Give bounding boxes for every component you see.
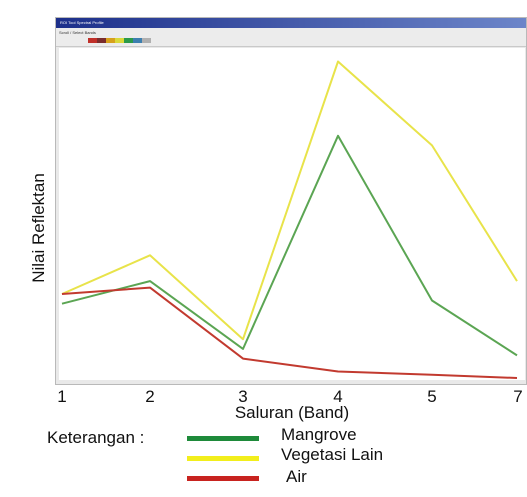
series-group — [61, 60, 518, 379]
legend-title: Keterangan : — [47, 428, 145, 447]
color-swatch[interactable] — [124, 38, 133, 43]
color-swatch[interactable] — [88, 38, 97, 43]
legend-swatch — [187, 436, 259, 441]
legend-swatch — [187, 456, 259, 461]
color-swatch-row — [88, 38, 151, 43]
color-swatch[interactable] — [115, 38, 124, 43]
series-line-mangrove — [61, 134, 518, 357]
window-titlebar: ROI Tool Spectral Profile — [56, 18, 526, 28]
profile-window: ROI Tool Spectral Profile Scroll / Selec… — [55, 17, 527, 385]
legend-label: Air — [286, 467, 307, 486]
series-line-vegetasi-lain — [61, 60, 518, 341]
legend-label: Mangrove — [281, 425, 357, 444]
color-swatch[interactable] — [106, 38, 115, 43]
color-swatch[interactable] — [133, 38, 142, 43]
color-swatch[interactable] — [97, 38, 106, 43]
x-tick-label: 5 — [427, 387, 436, 406]
x-tick-group: 1 2 3 4 5 7 — [57, 387, 522, 406]
x-tick-label: 2 — [145, 387, 154, 406]
x-tick-label: 3 — [238, 387, 247, 406]
x-tick-label: 1 — [57, 387, 66, 406]
window-toolbar: Scroll / Select Bands — [56, 28, 526, 47]
color-swatch[interactable] — [142, 38, 151, 43]
y-axis-label: Nilai Reflektan — [29, 173, 48, 283]
x-tick-label: 7 — [513, 387, 522, 406]
legend-label: Vegetasi Lain — [281, 445, 384, 464]
series-line-air — [61, 286, 518, 379]
legend-swatch — [187, 476, 259, 481]
toolbar-label: Scroll / Select Bands — [59, 30, 96, 35]
plot-background — [59, 48, 525, 380]
x-axis-label: Saluran (Band) — [235, 403, 349, 422]
window-title: ROI Tool Spectral Profile — [60, 20, 104, 25]
x-tick-label: 4 — [333, 387, 342, 406]
y-axis-label-group: Nilai Reflektan — [29, 173, 48, 283]
